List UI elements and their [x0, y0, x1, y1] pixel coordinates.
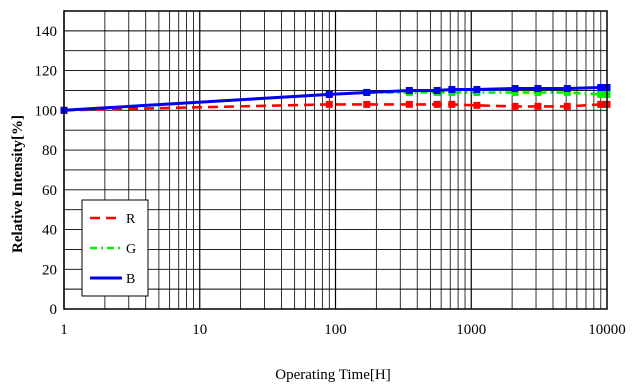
data-point-B — [473, 85, 481, 93]
data-point-B — [563, 84, 571, 92]
legend-label-R: R — [126, 212, 136, 227]
x-tick-label: 1 — [60, 322, 68, 338]
x-tick-label: 100 — [324, 322, 347, 338]
data-point-R — [534, 102, 542, 110]
series-layer — [60, 83, 611, 114]
data-point-R — [363, 100, 371, 108]
data-point-R — [511, 102, 519, 110]
chart-grid — [63, 10, 607, 310]
tick-labels: 0 20 40 60 80 100 120 140 1 10 100 1000 10000 — [35, 24, 626, 338]
data-point-B — [433, 86, 441, 94]
data-point-R — [325, 100, 333, 108]
y-tick-label: 20 — [42, 262, 57, 278]
x-tick-label: 10 — [192, 322, 207, 338]
x-tick-label: 1000 — [456, 322, 486, 338]
y-tick-label: 60 — [42, 183, 57, 199]
y-axis-title: Relative Intensity[%] — [10, 115, 26, 253]
series-line-B — [63, 86, 607, 112]
data-point-B — [405, 86, 413, 94]
data-point-B — [534, 84, 542, 92]
data-point-R — [448, 100, 456, 108]
data-point-G — [563, 88, 571, 96]
x-tick-label: 10000 — [588, 322, 626, 338]
y-tick-label: 100 — [35, 103, 58, 119]
data-point-R — [563, 102, 571, 110]
x-axis-title: Operating Time[H] — [275, 367, 390, 383]
y-tick-label: 40 — [42, 223, 57, 239]
legend-label-B: B — [126, 272, 135, 287]
plot-frame — [63, 10, 608, 310]
series-line-R — [63, 103, 607, 112]
data-point-G — [597, 90, 605, 98]
data-point-R — [405, 100, 413, 108]
data-point-B — [511, 84, 519, 92]
legend: RGB — [81, 199, 149, 297]
legend-label-G: G — [126, 242, 136, 257]
y-tick-label: 120 — [35, 64, 58, 80]
data-point-R — [597, 100, 605, 108]
data-point-G — [511, 88, 519, 96]
data-point-B — [325, 90, 333, 98]
data-point-B — [448, 85, 456, 93]
data-point-B — [363, 88, 371, 96]
y-tick-label: 140 — [35, 24, 58, 40]
data-point-R — [473, 101, 481, 109]
data-point-B — [597, 83, 605, 91]
data-point-R — [433, 100, 441, 108]
data-point-G — [534, 88, 542, 96]
y-tick-label: 0 — [50, 302, 58, 318]
y-tick-label: 80 — [42, 143, 57, 159]
